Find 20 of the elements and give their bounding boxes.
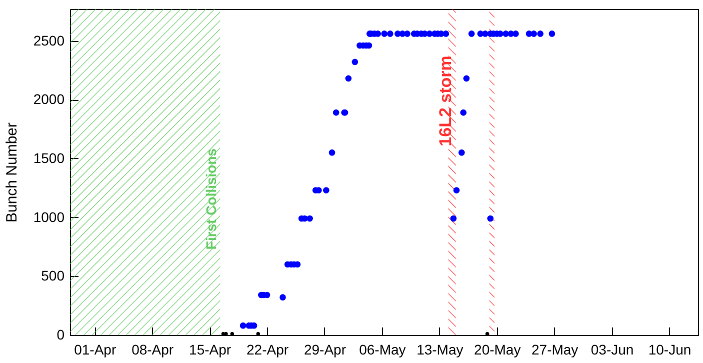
x-tick-label: 06-May (359, 342, 406, 358)
y-tick-label: 500 (41, 268, 65, 284)
x-tick-label: 03-Jun (590, 342, 634, 358)
x-tick-label: 27-May (531, 342, 578, 358)
y-axis-title: Bunch Number (3, 122, 20, 223)
x-tick-label: 01-Apr (74, 342, 116, 358)
y-tick-label: 1000 (33, 208, 65, 225)
x-tick-label: 20-May (474, 342, 521, 358)
x-tick-label: 13-May (416, 342, 464, 358)
x-tick-label: 29-Apr (304, 342, 346, 358)
x-tick-label: 08-Apr (132, 342, 174, 358)
y-tick-label: 0 (56, 326, 65, 342)
band-label: 16L2 storm (436, 56, 455, 146)
y-tick-label: 2000 (33, 91, 65, 108)
x-tick-label: 10-Jun (648, 342, 692, 358)
x-tick-label: 22-Apr (246, 342, 289, 358)
x-tick-label: 15-Apr (189, 342, 232, 358)
band-label: First Collisions (203, 148, 220, 250)
y-tick-label: 2500 (33, 32, 65, 48)
y-tick-label: 1500 (33, 150, 65, 166)
